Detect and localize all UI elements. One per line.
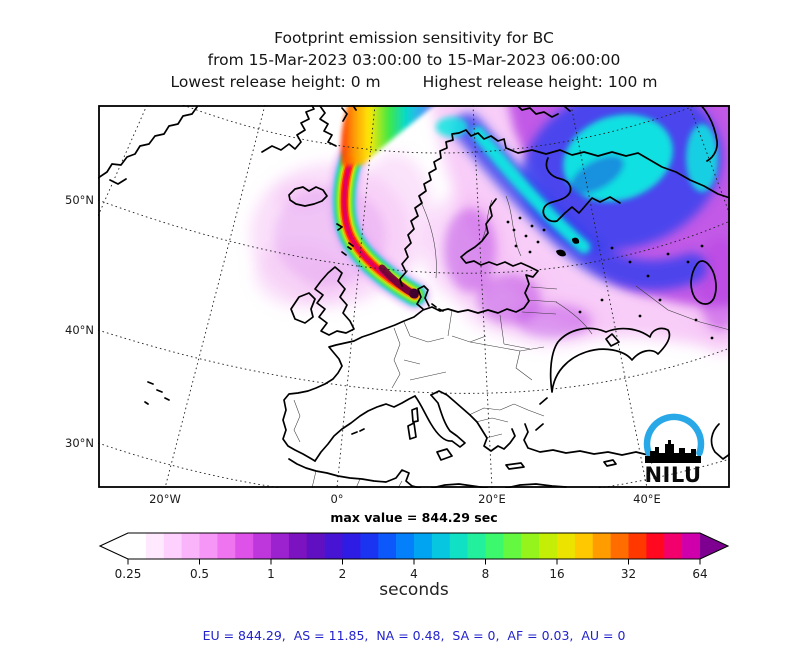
colorbar-arrow-left <box>100 533 128 559</box>
lowest-release-height-label: Lowest release height: 0 m <box>170 73 381 91</box>
cb-tick-32: 32 <box>621 567 636 581</box>
colorbar-arrow-right <box>700 533 728 559</box>
lat-label-50n: 50°N <box>65 193 94 207</box>
plot-title: Footprint emission sensitivity for BC <box>274 29 554 47</box>
coast-norway <box>399 129 507 287</box>
region-totals-line: EU = 844.29, AS = 11.85, NA = 0.48, SA =… <box>202 628 626 643</box>
coast-baltic <box>282 198 539 462</box>
coast-med-north <box>314 395 416 462</box>
coast-italy <box>414 394 466 448</box>
lon-label-20w: 20°W <box>149 492 181 506</box>
nilu-skyline-icon <box>645 440 701 463</box>
lon-label-40e: 40°E <box>633 492 661 506</box>
highest-release-height-label: Highest release height: 100 m <box>422 73 658 91</box>
coast-med-islands <box>351 407 617 470</box>
coastlines <box>98 105 730 488</box>
colorbar-segments <box>128 533 701 559</box>
nilu-logo: NILU <box>643 413 705 487</box>
release-heights-line: Lowest release height: 0 m Highest relea… <box>98 71 730 93</box>
lon-label-0: 0° <box>330 492 344 506</box>
cb-tick-2: 2 <box>339 567 347 581</box>
coast-caspian <box>690 260 730 460</box>
max-value-label: max value = 844.29 sec <box>330 510 498 525</box>
coast-iceland <box>288 186 328 207</box>
lakes-and-specks <box>506 216 714 340</box>
lat-label-30n: 30°N <box>65 436 94 450</box>
nilu-logo-text: NILU <box>644 463 701 487</box>
coast-turkey <box>523 397 649 456</box>
colorbar-tick-marks <box>127 559 701 565</box>
cb-tick-0.5: 0.5 <box>190 567 209 581</box>
plume-trajectory-band <box>340 105 435 299</box>
coast-black-sea <box>549 327 671 393</box>
lon-label-20e: 20°E <box>478 492 506 506</box>
coast-white-sea <box>542 157 621 223</box>
cb-tick-8: 8 <box>482 567 490 581</box>
coast-small-islands <box>336 223 354 256</box>
coast-azores <box>144 381 170 405</box>
nilu-arc-icon <box>643 413 705 457</box>
coast-greenland <box>98 106 198 185</box>
coast-barents <box>505 147 730 199</box>
figure-titles: Footprint emission sensitivity for BC fr… <box>98 27 730 93</box>
plot-subtitle-period: from 15-Mar-2023 03:00:00 to 15-Mar-2023… <box>207 51 621 69</box>
coast-balkans <box>430 390 516 452</box>
map-canvas: NILU <box>98 105 730 488</box>
coast-africa <box>288 458 567 488</box>
coast-svalbard <box>261 105 357 153</box>
cb-tick-1: 1 <box>267 567 275 581</box>
colorbar: 0.25 0.5 1 2 4 8 16 32 64 <box>98 532 730 581</box>
cb-tick-0.25: 0.25 <box>115 567 142 581</box>
coast-novaya-zemlya <box>699 105 718 162</box>
cb-tick-4: 4 <box>410 567 418 581</box>
coast-ireland <box>290 292 316 324</box>
plume-fan <box>340 105 435 166</box>
cb-tick-64: 64 <box>692 567 707 581</box>
colorbar-tick-labels: 0.25 0.5 1 2 4 8 16 32 64 <box>115 567 708 581</box>
release-point-blob <box>409 288 419 299</box>
cb-tick-16: 16 <box>549 567 564 581</box>
coast-denmark <box>416 285 444 312</box>
colorbar-unit-label: seconds <box>379 580 449 600</box>
coast-britain <box>314 266 355 336</box>
map-border <box>98 105 730 488</box>
lat-label-40n: 40°N <box>65 323 94 337</box>
